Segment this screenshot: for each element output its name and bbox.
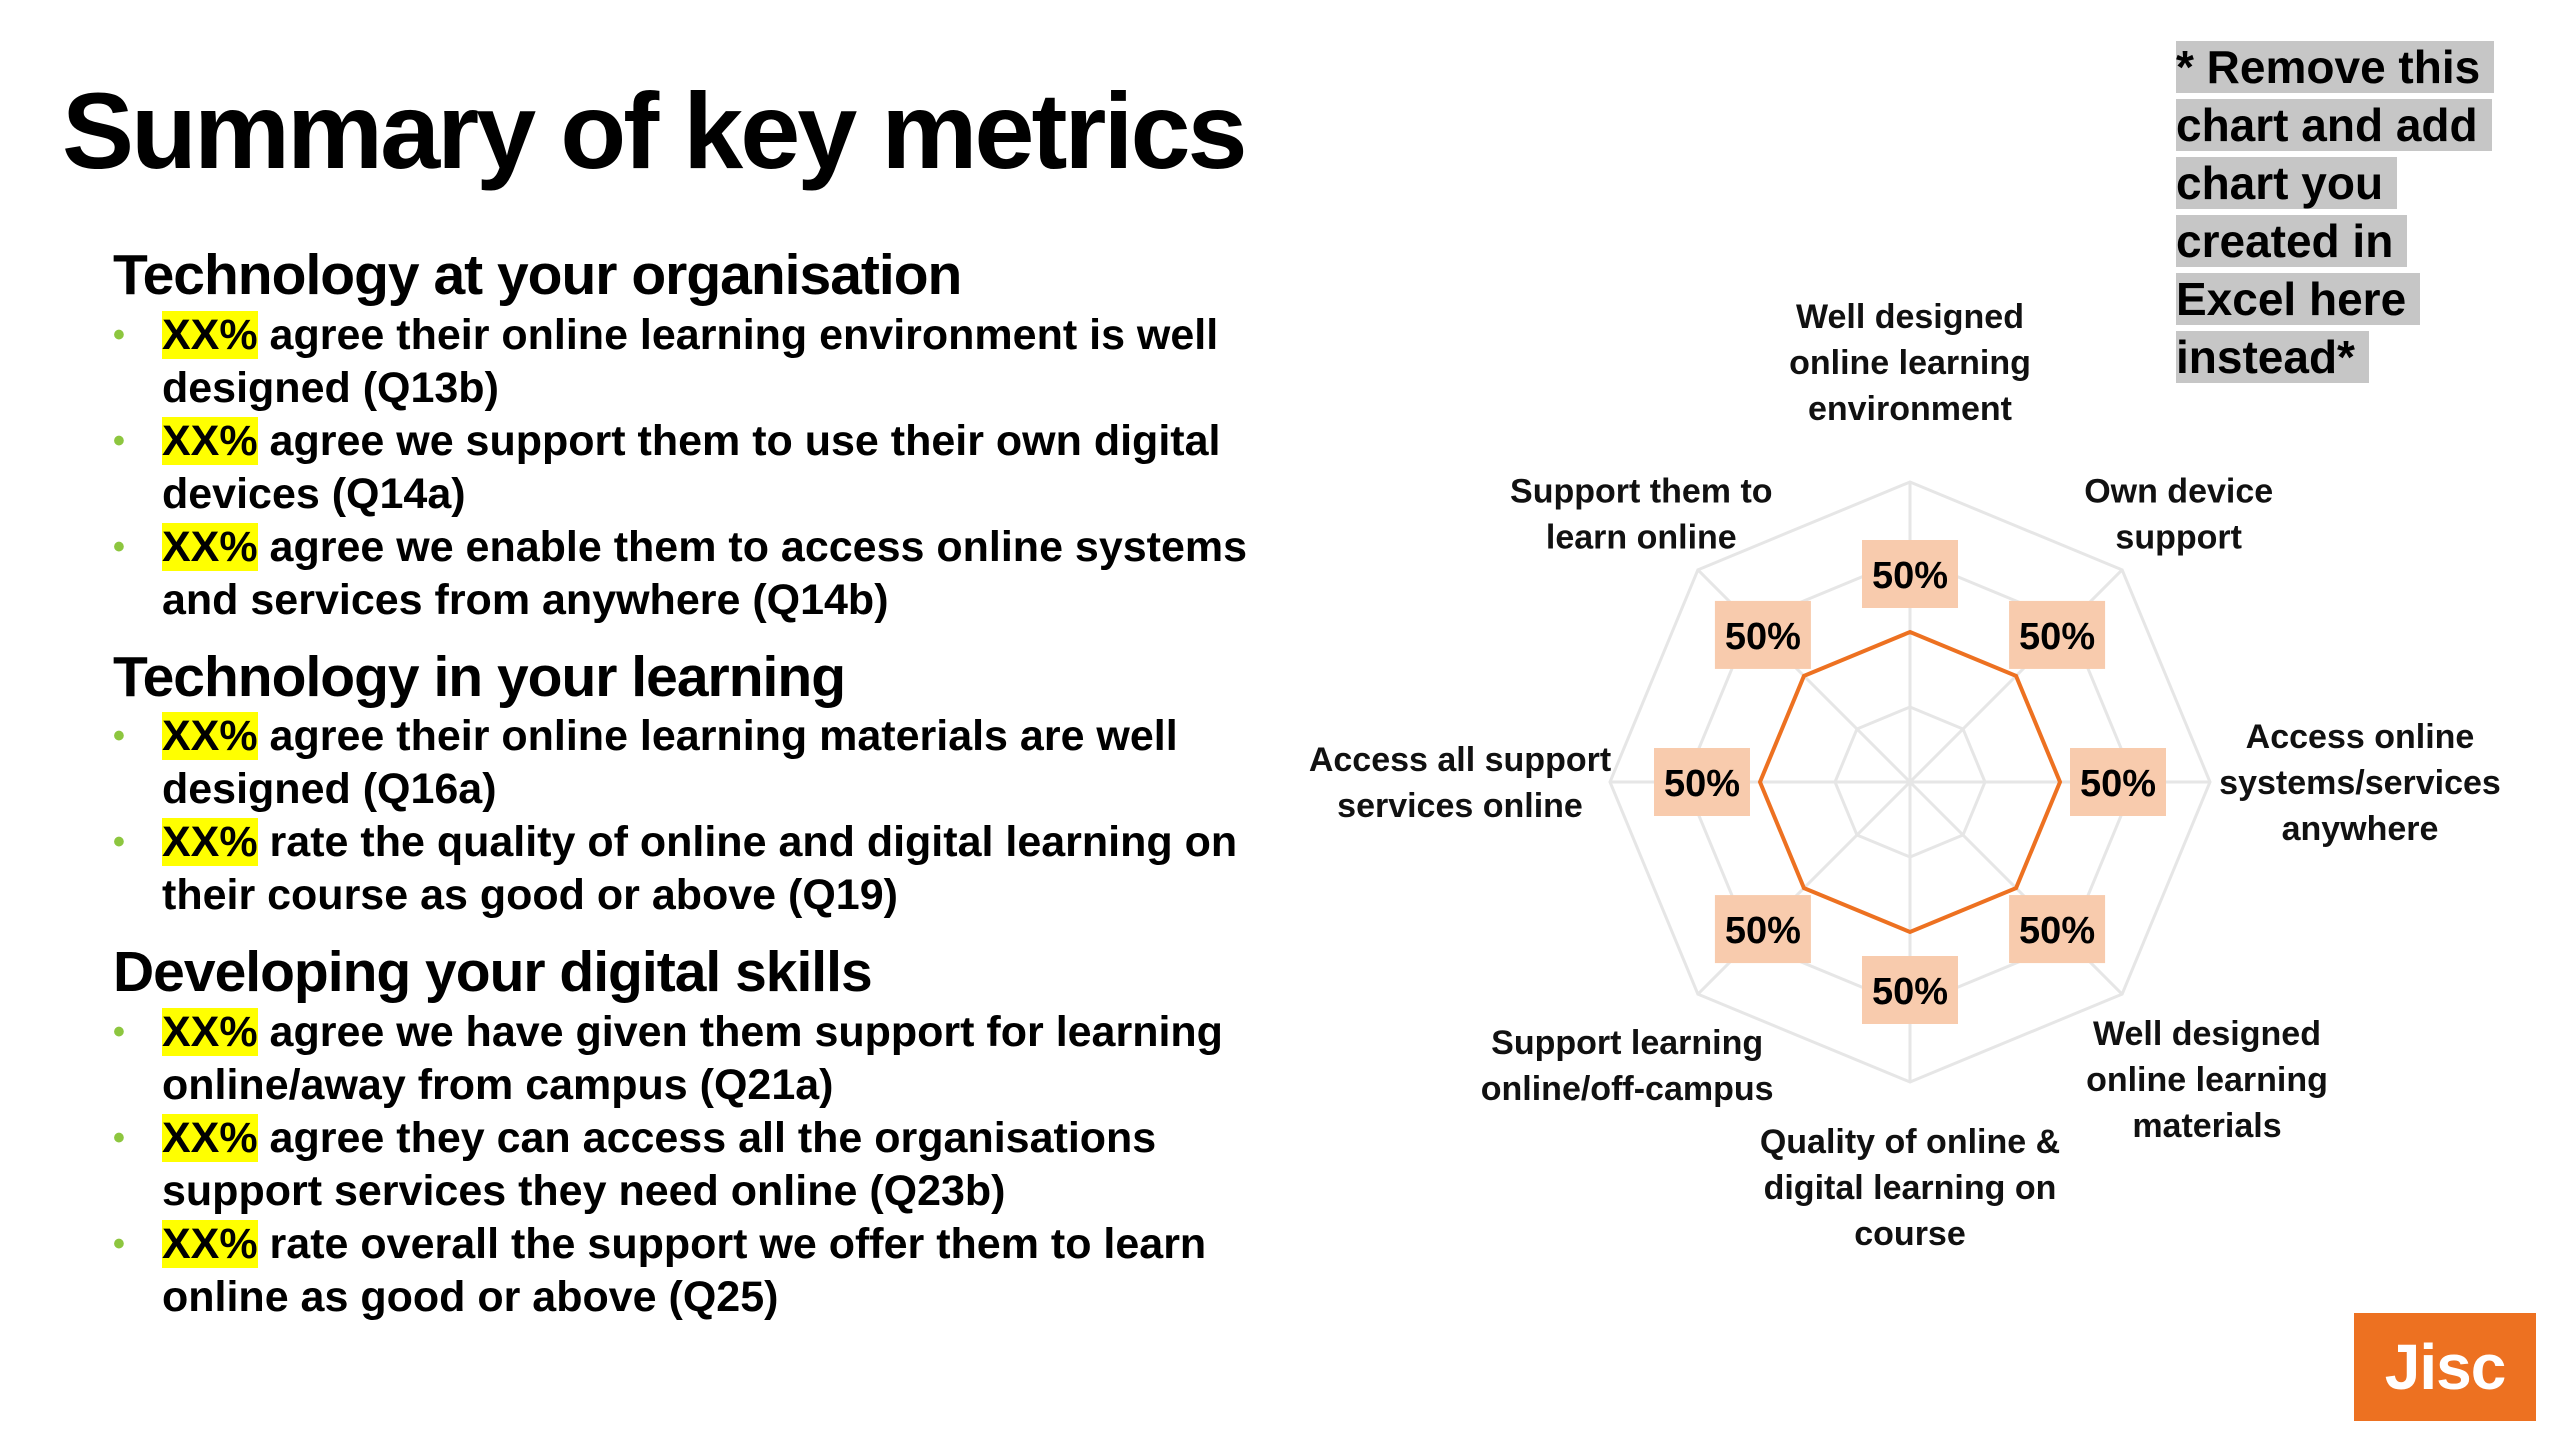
metrics-section: Technology in your learningXX% agree the… [113, 645, 1293, 923]
data-label-background [1862, 956, 1958, 1024]
section-heading: Technology in your learning [113, 644, 846, 709]
axis-category-label-line: Well designed [1796, 298, 2024, 336]
axis-category-label: Well designed online learning environment [1789, 298, 2031, 428]
metric-text: rate overall the support we offer them t… [162, 1219, 1207, 1321]
axis-category-label: Support them to learn online [1510, 472, 1773, 556]
metric-bullet: XX% rate the quality of online and digit… [113, 816, 1293, 922]
bullet-list: XX% agree their online learning environm… [113, 309, 1293, 627]
metric-bullet: XX% agree their online learning material… [113, 710, 1293, 816]
axis-category-label-line: Own device [2084, 472, 2273, 510]
metric-text: agree their online learning materials ar… [162, 712, 1178, 814]
axis-category-label: Own device support [2084, 472, 2273, 556]
metric-text: rate the quality of online and digital l… [162, 818, 1238, 920]
data-label-background [2070, 748, 2166, 816]
data-label: 50% [2019, 616, 2095, 658]
slide-title: Summary of key metrics [62, 70, 1248, 191]
axis-category-label-line: support [2115, 518, 2242, 556]
axis-category-label-line: environment [1808, 390, 2012, 428]
metric-placeholder-value: XX% [162, 1113, 258, 1162]
bullet-list: XX% agree their online learning material… [113, 710, 1293, 922]
axis-category-label-line: online learning [1789, 344, 2031, 382]
metric-placeholder-value: XX% [162, 1007, 258, 1056]
data-label: 50% [1872, 971, 1948, 1013]
axis-category-label-line: learn online [1546, 518, 1737, 556]
axis-category-label-line: materials [2132, 1107, 2281, 1145]
section-heading: Technology at your organisation [113, 243, 962, 307]
axis-category-label-line: digital learning on [1764, 1169, 2057, 1207]
radar-series-line [1757, 629, 2063, 935]
metrics-section: Technology at your organisationXX% agree… [113, 243, 1293, 627]
metric-bullet: XX% agree we have given them support for… [113, 1006, 1293, 1112]
data-label-background [1862, 540, 1958, 608]
metric-placeholder-value: XX% [162, 1219, 258, 1268]
axis-category-label: Quality of online & digital learning on co… [1760, 1123, 2060, 1253]
axis-category-label-line: Support them to [1510, 472, 1773, 510]
axis-category-label-line: Quality of online & [1760, 1123, 2060, 1161]
data-label: 50% [1725, 910, 1801, 952]
metric-placeholder-value: XX% [162, 310, 258, 359]
metric-placeholder-value: XX% [162, 712, 258, 761]
placeholder-note: * Remove this chart and add chart you cr… [2176, 38, 2506, 386]
data-label-background [1654, 748, 1750, 816]
section-heading: Developing your digital skills [113, 940, 873, 1005]
data-label-background [1714, 600, 1811, 669]
axis-category-label: Access online systems/services anywhere [2219, 718, 2501, 848]
data-label-background [2009, 600, 2106, 669]
metric-bullet: XX% agree we enable them to access onlin… [113, 521, 1293, 627]
metric-text: agree their online learning environment … [162, 310, 1219, 412]
metric-text: agree they can access all the organisati… [162, 1113, 1157, 1215]
axis-category-label-line: online/off-campus [1481, 1070, 1774, 1108]
radar-chart: 50% 50% 50% 50% 50% 50% 50% 50% Well designed onl… [1309, 298, 2501, 1253]
data-label: 50% [2080, 763, 2156, 805]
bullet-list: XX% agree we have given them support for… [113, 1006, 1293, 1324]
metric-bullet: XX% agree their online learning environm… [113, 309, 1293, 415]
metric-text: agree we have given them support for lea… [162, 1007, 1223, 1109]
axis-category-label-line: course [1854, 1215, 1966, 1253]
metric-placeholder-value: XX% [162, 522, 258, 571]
axis-category-label: Access all support services online [1309, 741, 1611, 825]
data-label: 50% [1725, 616, 1801, 658]
metric-bullet: XX% agree they can access all the organi… [113, 1112, 1293, 1218]
metric-text: agree we enable them to access online sy… [162, 522, 1248, 624]
data-label: 50% [1664, 763, 1740, 805]
jisc-logo: Jisc [2354, 1313, 2536, 1421]
metric-text: agree we support them to use their own d… [162, 416, 1221, 518]
axis-category-label-line: Access all support [1309, 741, 1611, 779]
metrics-section: Developing your digital skillsXX% agree … [113, 940, 1293, 1324]
metric-bullet: XX% rate overall the support we offer th… [113, 1218, 1293, 1324]
axis-category-label-line: online learning [2086, 1061, 2328, 1099]
axis-category-label-line: systems/services [2219, 764, 2501, 802]
metric-placeholder-value: XX% [162, 416, 258, 465]
axis-category-label-line: services online [1337, 787, 1583, 825]
axis-category-label-line: Access online [2246, 718, 2475, 756]
data-label-background [1714, 895, 1811, 964]
metric-bullet: XX% agree we support them to use their o… [113, 415, 1293, 521]
axis-category-label: Well designed online learning materials [2086, 1015, 2328, 1145]
axis-category-label: Support learning online/off-campus [1481, 1024, 1774, 1108]
data-label-background [2009, 895, 2106, 964]
axis-category-label-line: anywhere [2282, 810, 2439, 848]
axis-category-label-line: Well designed [2093, 1015, 2321, 1053]
data-label: 50% [2019, 910, 2095, 952]
key-metrics-list: Technology at your organisationXX% agree… [113, 243, 1293, 1324]
metric-placeholder-value: XX% [162, 818, 258, 867]
axis-category-label-line: Support learning [1491, 1024, 1763, 1062]
data-label: 50% [1872, 555, 1948, 597]
